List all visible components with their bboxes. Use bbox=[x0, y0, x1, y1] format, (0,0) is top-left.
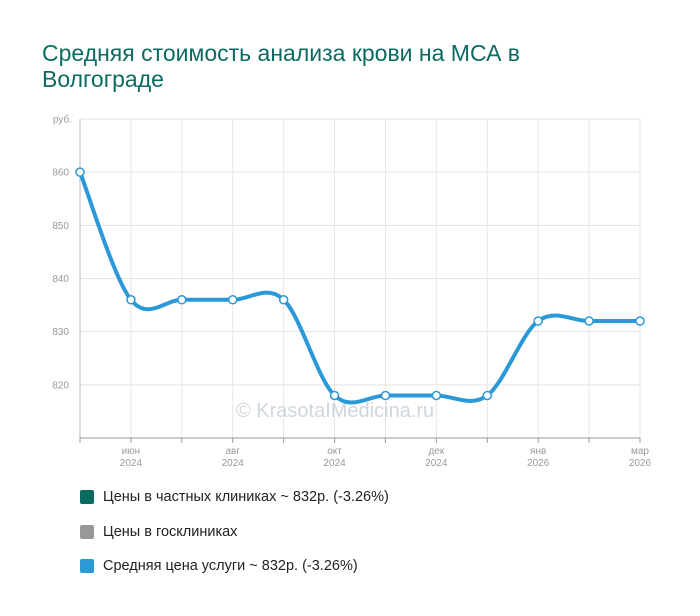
series-line-average bbox=[78, 170, 642, 405]
x-tick-label-month: мар bbox=[631, 446, 649, 457]
data-point bbox=[482, 390, 493, 401]
x-tick-label-year: 2024 bbox=[425, 458, 448, 469]
chart-legend: Цены в частных клиниках ~ 832р. (-3.26%)… bbox=[80, 488, 389, 592]
y-axis-unit: руб. bbox=[53, 114, 72, 126]
data-point bbox=[635, 316, 645, 326]
data-point bbox=[329, 390, 340, 401]
x-tick-label-year: 2024 bbox=[222, 458, 245, 469]
data-point bbox=[278, 295, 289, 305]
chart-title: Средняя стоимость анализа крови на МСА в… bbox=[42, 40, 521, 92]
x-tick-label-year: 2024 bbox=[120, 458, 143, 469]
legend-label: Цены в частных клиниках ~ 832р. (-3.26%) bbox=[103, 489, 389, 505]
x-tick-label-month: дек bbox=[428, 446, 444, 457]
legend-swatch bbox=[80, 490, 94, 504]
legend-item-private[interactable]: Цены в частных клиниках ~ 832р. (-3.26%) bbox=[80, 488, 389, 506]
chart-series bbox=[78, 170, 642, 405]
legend-label: Цены в госклиниках bbox=[103, 523, 238, 540]
data-point bbox=[431, 390, 442, 401]
data-point bbox=[177, 295, 187, 305]
legend-label: Средняя цена услуги ~ 832р. (-3.26%) bbox=[103, 558, 358, 574]
legend-swatch bbox=[80, 559, 94, 573]
data-point bbox=[227, 295, 238, 305]
y-tick-label: 860 bbox=[52, 168, 69, 179]
chart-points bbox=[75, 167, 645, 401]
legend-item-average[interactable]: Средняя цена услуги ~ 832р. (-3.26%) bbox=[80, 557, 389, 575]
y-tick-label: 850 bbox=[52, 221, 69, 232]
data-point bbox=[75, 167, 85, 177]
line-chart: 820830840850860руб.июн2024авг2024окт2024… bbox=[52, 114, 652, 470]
chart-grid bbox=[80, 118, 641, 438]
x-tick-label-month: окт bbox=[327, 446, 342, 457]
x-tick-label-month: июн bbox=[122, 446, 141, 457]
data-point bbox=[380, 390, 391, 401]
x-tick-label-month: янв bbox=[530, 446, 546, 457]
x-tick-label-year: 2026 bbox=[629, 458, 652, 469]
legend-item-public[interactable]: Цены в госклиниках bbox=[80, 523, 389, 541]
y-tick-label: 820 bbox=[52, 380, 69, 391]
legend-swatch bbox=[80, 524, 94, 539]
y-tick-label: 830 bbox=[52, 327, 69, 338]
x-tick-label-month: авг bbox=[225, 446, 240, 457]
data-point bbox=[584, 316, 594, 326]
x-tick-label-year: 2024 bbox=[323, 458, 346, 469]
data-point bbox=[533, 316, 543, 326]
data-point bbox=[126, 295, 136, 305]
y-tick-label: 840 bbox=[52, 274, 69, 285]
watermark: © KrasotaIMedicina.ru bbox=[236, 400, 434, 422]
x-tick-label-year: 2026 bbox=[527, 458, 550, 469]
